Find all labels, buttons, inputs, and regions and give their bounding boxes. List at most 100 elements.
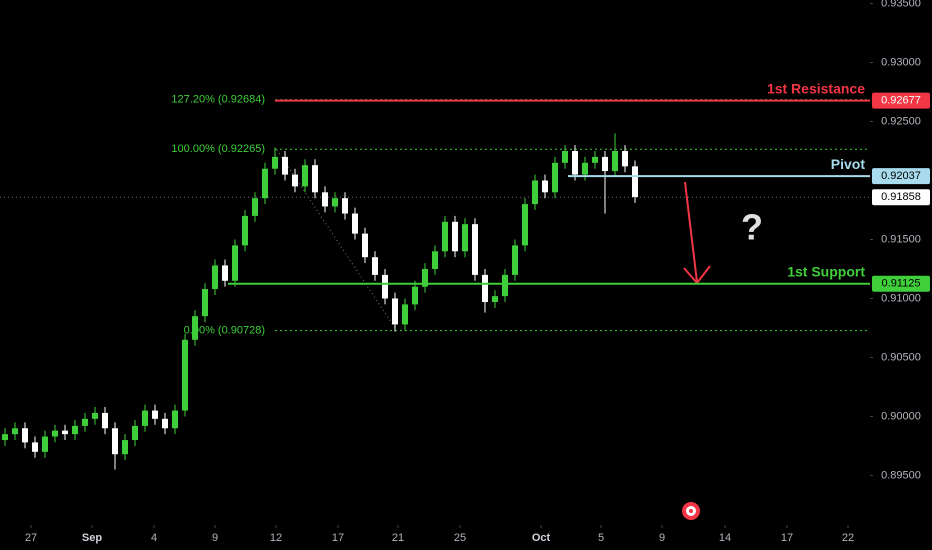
candle-body	[582, 162, 588, 175]
candle-body	[362, 233, 368, 258]
candle-body	[532, 180, 538, 205]
candle-body	[142, 410, 148, 426]
flag-icon	[682, 502, 700, 520]
x-tick-label: 25	[454, 532, 466, 544]
y-tick-label: 0.90500	[881, 351, 921, 363]
x-tick-label: 21	[392, 532, 404, 544]
candle-body	[272, 156, 278, 169]
candle-body	[132, 425, 138, 441]
y-tick-label: 0.91500	[881, 233, 921, 245]
candle-body	[592, 156, 598, 163]
candle-body	[472, 224, 478, 275]
candle-body	[562, 151, 568, 163]
candle-body	[212, 265, 218, 290]
candle-body	[2, 434, 8, 441]
candle-body	[402, 304, 408, 325]
candle-body	[632, 166, 638, 198]
candle-body	[612, 151, 618, 172]
candle-body	[552, 162, 558, 193]
candle-body	[412, 286, 418, 305]
candle-body	[32, 442, 38, 452]
candle-body	[152, 410, 158, 419]
x-tick-label: Oct	[532, 532, 551, 544]
candle-body	[82, 418, 88, 426]
annotation: ?	[741, 207, 763, 248]
candle-body	[342, 198, 348, 214]
candle-body	[22, 428, 28, 443]
candle-body	[222, 265, 228, 281]
x-tick-label: 17	[781, 532, 793, 544]
candle-body	[322, 192, 328, 207]
candle-body	[452, 221, 458, 252]
candle-body	[242, 215, 248, 246]
candle-body	[332, 198, 338, 207]
y-tick-label: 0.91000	[881, 292, 921, 304]
candle-body	[602, 156, 608, 172]
candle-body	[202, 289, 208, 317]
candle-body	[122, 440, 128, 455]
candle-body	[92, 412, 98, 419]
fib-label: 0.00% (0.90728)	[184, 324, 265, 336]
candle-body	[352, 213, 358, 234]
fib-label: 127.20% (0.92684)	[171, 94, 265, 106]
x-tick-label: 27	[25, 532, 37, 544]
x-tick-label: 22	[842, 532, 854, 544]
candle-body	[482, 274, 488, 303]
candle-body	[312, 165, 318, 193]
candle-body	[12, 428, 18, 435]
fib-label: 100.00% (0.92265)	[171, 143, 265, 155]
level-label: Pivot	[831, 156, 866, 172]
x-tick-label: 4	[151, 532, 157, 544]
candle-body	[52, 430, 58, 437]
price-tag	[872, 189, 930, 206]
candle-body	[262, 168, 268, 199]
x-tick-label: 12	[270, 532, 282, 544]
candle-body	[572, 151, 578, 175]
candle-body	[542, 180, 548, 193]
candle-body	[102, 412, 108, 429]
candle-body	[62, 430, 68, 435]
candle-body	[192, 316, 198, 340]
candle-body	[172, 410, 178, 429]
candle-body	[252, 198, 258, 216]
price-tag	[872, 168, 930, 185]
level-label: 1st Resistance	[767, 80, 865, 96]
price-tag-label: 0.91125	[882, 278, 921, 290]
candle-body	[292, 174, 298, 187]
last-price-label: 0.91858	[881, 191, 921, 203]
y-tick-label: 0.92500	[881, 115, 921, 127]
candle-body	[162, 418, 168, 429]
flag-dot	[689, 509, 693, 513]
candle-body	[112, 428, 118, 455]
candle-body	[502, 274, 508, 297]
x-tick-label: 9	[212, 532, 218, 544]
x-tick-label: 9	[659, 532, 665, 544]
level-label: 1st Support	[787, 263, 865, 279]
candle-body	[512, 245, 518, 275]
candle-body	[72, 425, 78, 435]
x-tick-label: 5	[598, 532, 604, 544]
candle-body	[422, 268, 428, 287]
price-tag-label: 0.92677	[881, 95, 921, 107]
x-tick-label: 14	[719, 532, 731, 544]
candle-body	[42, 436, 48, 452]
y-tick-label: 0.93000	[881, 56, 921, 68]
arrow-shaft	[684, 181, 698, 283]
candle-body	[462, 224, 468, 252]
candle-body	[492, 296, 498, 303]
candle-body	[432, 251, 438, 269]
x-tick-label: 17	[332, 532, 344, 544]
candle-body	[522, 204, 528, 246]
candle-body	[302, 165, 308, 187]
y-tick-label: 0.90000	[881, 410, 921, 422]
candle-body	[372, 257, 378, 275]
candle-body	[442, 221, 448, 252]
candle-body	[382, 274, 388, 299]
candle-body	[182, 339, 188, 411]
candle-body	[392, 298, 398, 325]
price-tag	[872, 275, 930, 292]
candle-body	[282, 156, 288, 175]
y-tick-label: 0.89500	[881, 469, 921, 481]
